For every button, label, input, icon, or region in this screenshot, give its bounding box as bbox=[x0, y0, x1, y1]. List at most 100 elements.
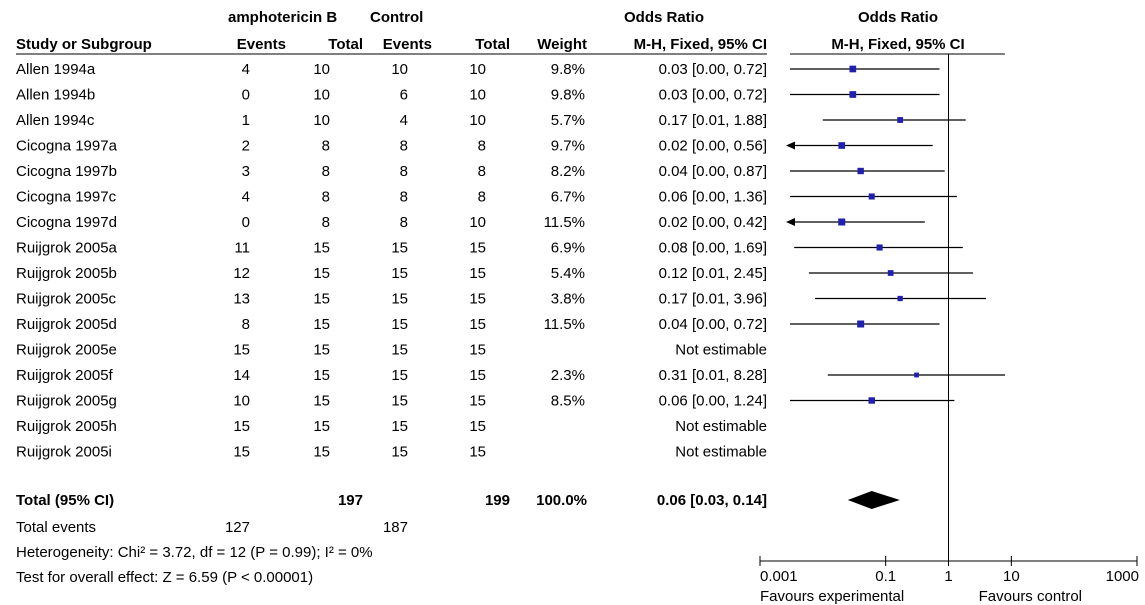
weight-value: 9.7% bbox=[551, 138, 585, 155]
ci-value: 0.02 [0.00, 0.42] bbox=[659, 214, 767, 231]
events-a: 2 bbox=[242, 138, 250, 155]
ci-arrow bbox=[786, 141, 795, 150]
events-a: 8 bbox=[242, 316, 250, 333]
total-a: 15 bbox=[313, 265, 330, 282]
point-estimate bbox=[914, 372, 919, 378]
ci-value: Not estimable bbox=[675, 444, 767, 461]
total-b-value: 199 bbox=[485, 492, 510, 509]
total-a: 8 bbox=[322, 163, 330, 180]
ci-value: 0.08 [0.00, 1.69] bbox=[659, 240, 767, 257]
favours-left-label: Favours experimental bbox=[760, 588, 904, 605]
events-b: 6 bbox=[400, 87, 408, 104]
events-b: 15 bbox=[391, 291, 408, 308]
events-a: 11 bbox=[234, 240, 250, 257]
point-estimate bbox=[876, 244, 883, 251]
total-a: 8 bbox=[322, 214, 330, 231]
total-b: 15 bbox=[469, 342, 486, 359]
events-b: 15 bbox=[391, 393, 408, 410]
weight-value: 6.7% bbox=[551, 189, 585, 206]
events-b: 15 bbox=[391, 240, 408, 257]
total-b: 15 bbox=[469, 418, 486, 435]
total-events-label: Total events bbox=[16, 519, 96, 536]
weight-value: 9.8% bbox=[551, 61, 585, 78]
total-b: 15 bbox=[469, 316, 486, 333]
weight-value: 8.5% bbox=[551, 393, 585, 410]
point-estimate bbox=[849, 91, 857, 98]
total-b: 15 bbox=[469, 240, 486, 257]
events-b: 8 bbox=[400, 163, 408, 180]
total-a: 15 bbox=[313, 316, 330, 333]
axis-tick-label: 1000 bbox=[1106, 568, 1139, 585]
point-estimate bbox=[868, 397, 875, 404]
study-name: Ruijgrok 2005i bbox=[16, 444, 112, 461]
events-b: 10 bbox=[391, 61, 408, 78]
events-b: 15 bbox=[391, 444, 408, 461]
events-b: 15 bbox=[391, 342, 408, 359]
ci-value: 0.02 [0.00, 0.56] bbox=[659, 138, 767, 155]
point-estimate bbox=[849, 65, 857, 73]
ci-value: Not estimable bbox=[675, 418, 767, 435]
axis-tick-label: 1 bbox=[944, 568, 952, 585]
ci-value: 0.31 [0.01, 8.28] bbox=[659, 367, 767, 384]
favours-right-label: Favours control bbox=[979, 588, 1082, 605]
study-name: Ruijgrok 2005g bbox=[16, 393, 117, 410]
ci-arrow bbox=[786, 218, 795, 226]
ci-value: 0.03 [0.00, 0.72] bbox=[659, 61, 767, 78]
events-b: 4 bbox=[400, 112, 408, 129]
study-name: Allen 1994b bbox=[16, 87, 95, 104]
total-a: 15 bbox=[313, 240, 330, 257]
weight-value: 9.8% bbox=[551, 87, 585, 104]
total-label: Total (95% CI) bbox=[16, 492, 114, 509]
total-b: 15 bbox=[469, 367, 486, 384]
ci-value: 0.04 [0.00, 0.72] bbox=[659, 316, 767, 333]
study-name: Cicogna 1997c bbox=[16, 189, 117, 206]
events-a: 1 bbox=[242, 112, 250, 129]
total-b: 15 bbox=[469, 393, 486, 410]
ci-value: 0.04 [0.00, 0.87] bbox=[659, 163, 767, 180]
total-a: 15 bbox=[313, 367, 330, 384]
study-name: Ruijgrok 2005c bbox=[16, 291, 117, 308]
total-a: 15 bbox=[313, 393, 330, 410]
events-a: 12 bbox=[233, 265, 250, 282]
effect-method-header: M-H, Fixed, 95% CI bbox=[634, 36, 767, 53]
total-a: 10 bbox=[313, 61, 330, 78]
weight-column-header: Weight bbox=[537, 36, 587, 53]
events-b: 8 bbox=[400, 214, 408, 231]
study-column-header: Study or Subgroup bbox=[16, 36, 152, 53]
total-b: 8 bbox=[478, 189, 486, 206]
weight-value: 5.4% bbox=[551, 265, 585, 282]
total-b: 10 bbox=[469, 214, 486, 231]
events-b: 15 bbox=[391, 418, 408, 435]
total-b: 8 bbox=[478, 163, 486, 180]
events-b: 15 bbox=[391, 316, 408, 333]
group-b-header: Control bbox=[370, 9, 423, 26]
total-a: 15 bbox=[313, 342, 330, 359]
total-b: 15 bbox=[469, 265, 486, 282]
weight-value: 3.8% bbox=[551, 291, 585, 308]
ci-value: 0.17 [0.01, 1.88] bbox=[659, 112, 767, 129]
total-b: 8 bbox=[478, 138, 486, 155]
weight-value: 6.9% bbox=[551, 240, 585, 257]
events-a: 0 bbox=[242, 87, 250, 104]
overall-effect-text: Test for overall effect: Z = 6.59 (P < 0… bbox=[16, 569, 313, 586]
total-events-b: 187 bbox=[383, 519, 408, 536]
point-estimate bbox=[887, 270, 894, 276]
events-a: 15 bbox=[233, 418, 250, 435]
weight-value: 5.7% bbox=[551, 112, 585, 129]
summary-diamond bbox=[847, 491, 900, 509]
ci-value: 0.03 [0.00, 0.72] bbox=[659, 87, 767, 104]
events-a: 15 bbox=[233, 444, 250, 461]
weight-value: 11.5% bbox=[544, 316, 585, 333]
events-b: 8 bbox=[400, 189, 408, 206]
total-a: 10 bbox=[313, 87, 330, 104]
total-a: 15 bbox=[313, 418, 330, 435]
study-name: Ruijgrok 2005b bbox=[16, 265, 117, 282]
ci-value: 0.12 [0.01, 2.45] bbox=[659, 265, 767, 282]
ci-value: 0.06 [0.00, 1.36] bbox=[659, 189, 767, 206]
total-a: 15 bbox=[313, 444, 330, 461]
study-name: Ruijgrok 2005h bbox=[16, 418, 117, 435]
ci-value: 0.06 [0.00, 1.24] bbox=[659, 393, 767, 410]
heterogeneity-text: Heterogeneity: Chi² = 3.72, df = 12 (P =… bbox=[16, 544, 373, 561]
total-a-value: 197 bbox=[338, 492, 363, 509]
